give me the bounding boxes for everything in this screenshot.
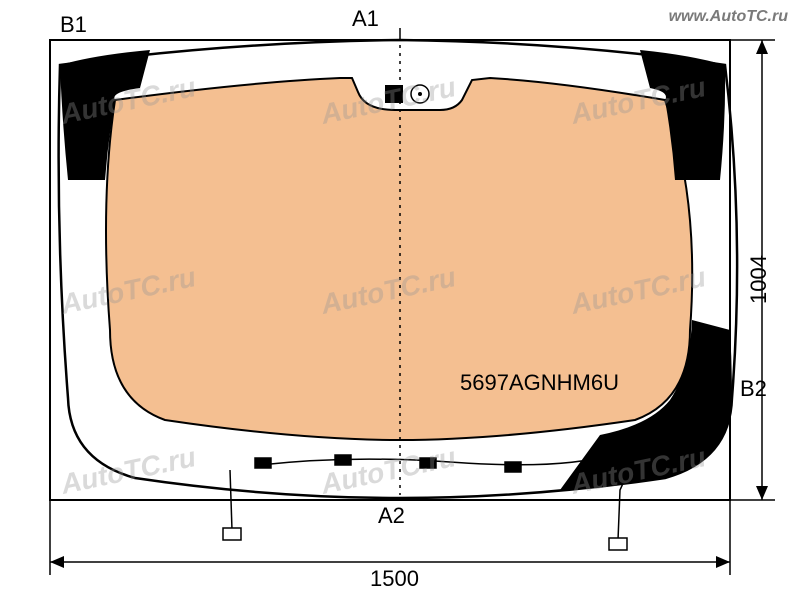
camera-dot <box>418 92 422 96</box>
heating-wires <box>223 454 628 550</box>
label-b1: B1 <box>60 12 87 38</box>
diagram-container: { "diagram": { "type": "technical-drawin… <box>0 0 800 600</box>
label-a2: A2 <box>378 503 405 529</box>
width-value: 1500 <box>370 566 419 592</box>
source-url: www.AutoTC.ru <box>669 8 788 26</box>
label-a1: A1 <box>352 6 379 32</box>
part-number: 5697AGNHM6U <box>460 370 619 396</box>
label-b2: B2 <box>740 376 767 402</box>
height-value: 1004 <box>746 255 772 304</box>
